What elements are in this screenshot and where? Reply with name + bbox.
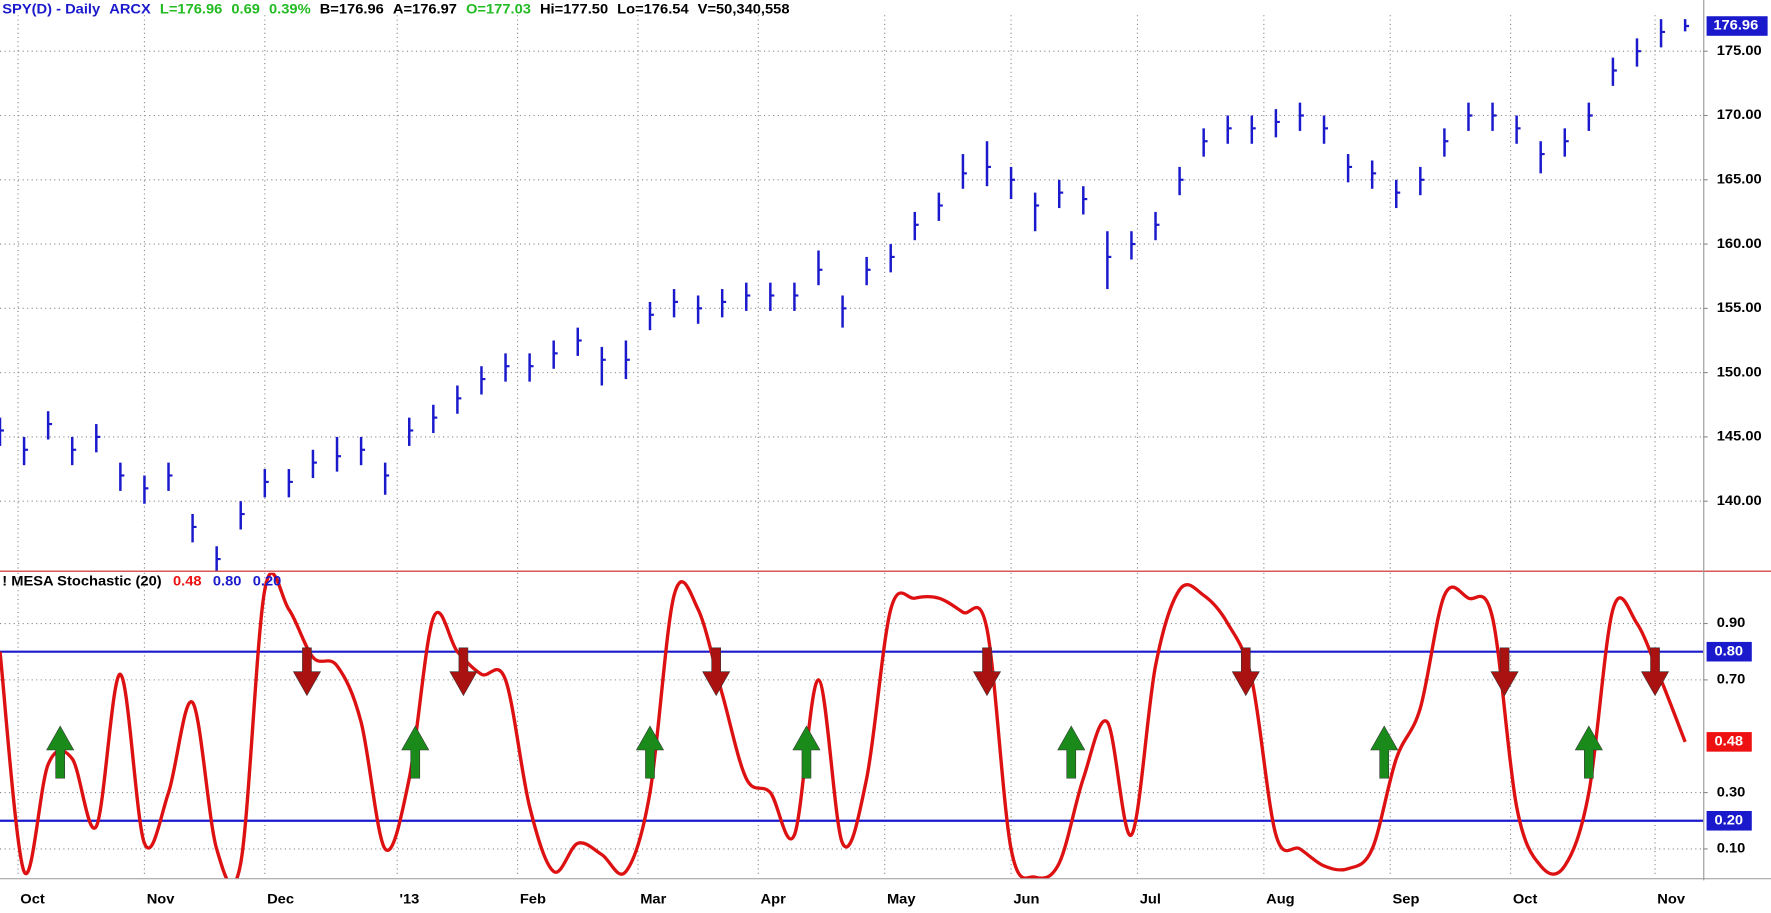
header-item: V=50,340,558 bbox=[698, 2, 790, 18]
reference-label-box bbox=[1706, 641, 1752, 662]
sell-signal-arrow bbox=[1231, 647, 1260, 697]
x-tick-label: Feb bbox=[520, 892, 546, 908]
header-item: Hi=177.50 bbox=[540, 2, 608, 18]
x-tick-label: Nov bbox=[1657, 892, 1685, 908]
buy-signal-arrow bbox=[792, 725, 821, 779]
x-tick-label: Apr bbox=[761, 892, 787, 908]
indicator-line bbox=[0, 572, 1687, 879]
y-tick-label: 165.00 bbox=[1717, 172, 1762, 188]
x-tick-label: Nov bbox=[147, 892, 175, 908]
header-value: 0.20 bbox=[253, 573, 282, 589]
sell-signal-arrow bbox=[702, 647, 731, 697]
x-tick-label: Jul bbox=[1140, 892, 1161, 908]
y-tick-label: 160.00 bbox=[1717, 236, 1762, 252]
header-item: 0.69 bbox=[231, 2, 260, 18]
indicator-header: ! MESA Stochastic (20) 0.48 0.80 0.20 bbox=[2, 573, 281, 589]
header-item: 0.39% bbox=[269, 2, 311, 18]
y-tick-label: 0.70 bbox=[1717, 672, 1746, 688]
x-tick-label: Oct bbox=[20, 892, 45, 908]
axes: 140.00 145.00 150.00 155.00 160.00 165.00 170.… bbox=[20, 16, 1768, 908]
header-item: B=176.96 bbox=[320, 2, 384, 18]
buy-signal-arrow bbox=[1574, 725, 1603, 779]
x-tick-label: Oct bbox=[1513, 892, 1538, 908]
last-value-box bbox=[1706, 732, 1752, 752]
header-item: A=176.97 bbox=[393, 2, 457, 18]
indicator-title: ! MESA Stochastic (20) bbox=[2, 573, 162, 589]
last-price-box bbox=[1706, 16, 1768, 36]
reference-label: 0.80 bbox=[1714, 644, 1743, 660]
y-tick-label: 155.00 bbox=[1717, 300, 1762, 316]
y-tick-label: 170.00 bbox=[1717, 107, 1762, 123]
y-tick-label: 0.10 bbox=[1717, 841, 1746, 857]
y-tick-label: 0.90 bbox=[1717, 615, 1746, 631]
y-tick-label: 175.00 bbox=[1717, 43, 1762, 59]
x-tick-label: Mar bbox=[640, 892, 667, 908]
header-item: L=176.96 bbox=[160, 2, 222, 18]
grid bbox=[0, 15, 1704, 878]
y-tick-label: 145.00 bbox=[1717, 429, 1762, 445]
indicator-plot bbox=[0, 572, 1704, 879]
last-value-label: 0.48 bbox=[1714, 734, 1743, 750]
header-item: Lo=176.54 bbox=[617, 2, 688, 18]
buy-signal-arrow bbox=[46, 725, 75, 779]
header-value: 0.80 bbox=[213, 573, 242, 589]
buy-signal-arrow bbox=[1370, 725, 1399, 779]
header-item: ARCX bbox=[109, 2, 151, 18]
buy-signal-arrow bbox=[1057, 725, 1086, 779]
sell-signal-arrow bbox=[1641, 647, 1670, 697]
y-tick-label: 0.30 bbox=[1717, 785, 1746, 801]
sell-signal-arrow bbox=[1490, 647, 1519, 697]
x-tick-label: Jun bbox=[1013, 892, 1039, 908]
reference-label: 0.20 bbox=[1714, 813, 1743, 829]
x-tick-label: Dec bbox=[267, 892, 294, 908]
sell-signal-arrow bbox=[292, 647, 321, 697]
header-value: 0.48 bbox=[173, 573, 202, 589]
price-plot bbox=[0, 19, 1690, 571]
y-tick-label: 140.00 bbox=[1717, 493, 1762, 509]
x-tick-label: '13 bbox=[399, 892, 419, 908]
header-item: SPY(D) - Daily bbox=[2, 2, 100, 18]
x-tick-label: Aug bbox=[1266, 892, 1295, 908]
price-header: SPY(D) - Daily ARCX L=176.96 0.69 0.39% B=176… bbox=[2, 2, 789, 18]
buy-signal-arrow bbox=[401, 725, 430, 779]
y-tick-label: 150.00 bbox=[1717, 365, 1762, 381]
last-price-label: 176.96 bbox=[1713, 18, 1758, 34]
header-item: O=177.03 bbox=[466, 2, 531, 18]
x-tick-label: May bbox=[887, 892, 916, 908]
sell-signal-arrow bbox=[972, 647, 1002, 697]
sell-signal-arrow bbox=[449, 647, 478, 697]
x-tick-label: Sep bbox=[1392, 892, 1419, 908]
reference-label-box bbox=[1706, 810, 1752, 831]
buy-signal-arrow bbox=[635, 725, 665, 779]
